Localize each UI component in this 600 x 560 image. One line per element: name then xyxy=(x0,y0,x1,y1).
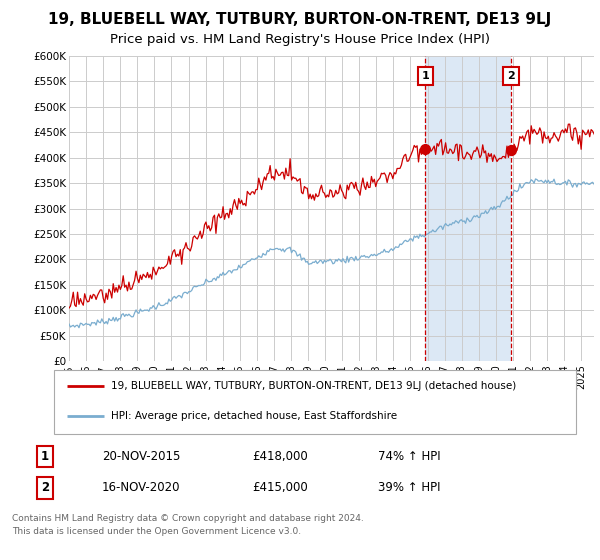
Text: 1: 1 xyxy=(41,450,49,463)
Text: £415,000: £415,000 xyxy=(252,482,308,494)
Text: 2: 2 xyxy=(507,71,515,81)
Text: 2: 2 xyxy=(41,482,49,494)
Text: 19, BLUEBELL WAY, TUTBURY, BURTON-ON-TRENT, DE13 9LJ (detached house): 19, BLUEBELL WAY, TUTBURY, BURTON-ON-TRE… xyxy=(112,381,517,391)
FancyBboxPatch shape xyxy=(54,370,576,434)
Text: HPI: Average price, detached house, East Staffordshire: HPI: Average price, detached house, East… xyxy=(112,411,398,421)
Text: £418,000: £418,000 xyxy=(252,450,308,463)
Bar xyxy=(425,56,511,361)
Text: Contains HM Land Registry data © Crown copyright and database right 2024.: Contains HM Land Registry data © Crown c… xyxy=(12,515,364,524)
Text: 20-NOV-2015: 20-NOV-2015 xyxy=(102,450,181,463)
Text: 19, BLUEBELL WAY, TUTBURY, BURTON-ON-TRENT, DE13 9LJ: 19, BLUEBELL WAY, TUTBURY, BURTON-ON-TRE… xyxy=(49,12,551,27)
Text: 1: 1 xyxy=(422,71,430,81)
Text: 74% ↑ HPI: 74% ↑ HPI xyxy=(378,450,440,463)
Text: 39% ↑ HPI: 39% ↑ HPI xyxy=(378,482,440,494)
Text: 16-NOV-2020: 16-NOV-2020 xyxy=(102,482,181,494)
Text: Price paid vs. HM Land Registry's House Price Index (HPI): Price paid vs. HM Land Registry's House … xyxy=(110,33,490,46)
Text: This data is licensed under the Open Government Licence v3.0.: This data is licensed under the Open Gov… xyxy=(12,527,301,536)
